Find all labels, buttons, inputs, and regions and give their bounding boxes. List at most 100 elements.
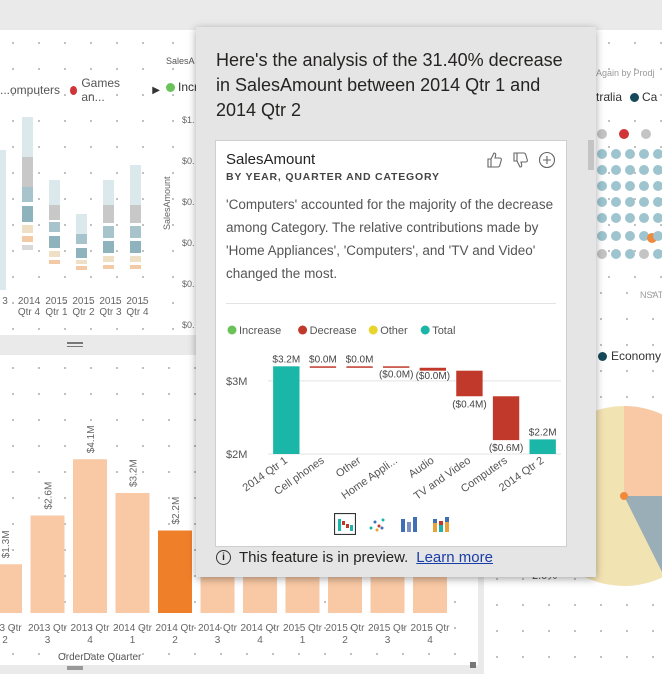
x-tick: 2015 Qtr 2 bbox=[72, 296, 95, 318]
divider bbox=[226, 303, 556, 304]
legend-item-computers: ...omputers bbox=[0, 83, 61, 97]
data-label: $2.2M bbox=[529, 427, 557, 438]
legend-item: Ca bbox=[630, 90, 657, 104]
data-label: ($0.4M) bbox=[452, 399, 486, 410]
learn-more-link[interactable]: Learn more bbox=[416, 549, 493, 566]
y-tick-label: $2M bbox=[226, 449, 247, 461]
preview-notice: i This feature is in preview. Learn more bbox=[216, 549, 493, 566]
stacked-column bbox=[0, 150, 6, 290]
left-top-x-axis: 3 2014 Qtr 4 2015 Qtr 1 2015 Qtr 2 2015 Qtr … bbox=[0, 296, 160, 318]
data-label: $2.6M bbox=[44, 482, 55, 510]
waterfall-icon[interactable] bbox=[334, 513, 356, 535]
column-bar bbox=[158, 530, 192, 613]
mid-visual[interactable]: SalesA Incre $1. $0. $0. $0. $0. $0. Sal… bbox=[160, 30, 205, 335]
resize-handle[interactable] bbox=[67, 340, 83, 350]
column-bar bbox=[30, 515, 65, 613]
data-label: ($0.6M) bbox=[489, 443, 523, 454]
left-top-legend: ...omputers Games an... ▶ bbox=[0, 76, 160, 104]
scatter-icon[interactable] bbox=[366, 513, 388, 535]
data-label: $4.1M bbox=[86, 425, 97, 453]
data-label: ($0.0M) bbox=[379, 369, 413, 380]
legend-dot-icon bbox=[166, 82, 175, 92]
data-label: $3.2M bbox=[272, 354, 300, 365]
waterfall-bar bbox=[456, 370, 483, 397]
x-tick-label: 2013 Qtr bbox=[28, 623, 68, 634]
waterfall-bar bbox=[273, 366, 300, 454]
analysis-heading: Here's the analysis of the 31.40% decrea… bbox=[216, 50, 563, 120]
legend-label: Other bbox=[380, 325, 408, 337]
waterfall-bar bbox=[529, 439, 556, 454]
left-top-visual[interactable]: ...omputers Games an... ▶ bbox=[0, 30, 160, 335]
x-tick-label: Audio bbox=[407, 455, 437, 481]
legend-next-arrow-icon[interactable]: ▶ bbox=[152, 84, 160, 96]
x-tick-label: 2014 Qtr bbox=[113, 623, 153, 634]
legend-marker bbox=[368, 325, 378, 335]
add-icon[interactable] bbox=[538, 151, 556, 169]
data-label: ($0.0M) bbox=[416, 371, 450, 382]
stacked-column bbox=[103, 180, 114, 269]
x-tick-label: 2014 Qtr bbox=[198, 623, 238, 634]
x-tick-label: 2014 Qtr bbox=[156, 623, 196, 634]
x-tick-label: 2 bbox=[342, 635, 348, 646]
legend-label: Decrease bbox=[310, 325, 357, 337]
legend-marker bbox=[227, 325, 237, 335]
x-tick-label: 2015 Qtr bbox=[368, 623, 408, 634]
thumbs-up-icon[interactable] bbox=[486, 151, 504, 169]
legend-item-games: Games an... bbox=[70, 76, 134, 104]
legend-label: Total bbox=[432, 325, 455, 337]
x-tick-label: 2015 Qtr bbox=[283, 623, 323, 634]
stacked-column-icon[interactable] bbox=[430, 513, 452, 535]
x-tick-label: 3 bbox=[215, 635, 221, 646]
left-top-stacked-chart bbox=[0, 117, 141, 290]
data-label: $3.2M bbox=[129, 459, 140, 487]
x-tick-label: 2 bbox=[2, 635, 8, 646]
waterfall-chart: Increase Decrease Other Total$3M$2M$3.2M201… bbox=[226, 325, 561, 503]
mid-y-ticks: $1. $0. $0. $0. $0. $0. bbox=[182, 115, 195, 330]
y-tick-label: $3M bbox=[226, 376, 247, 388]
x-tick-label: 013 Qtr bbox=[0, 623, 22, 634]
preview-text: This feature is in preview. bbox=[239, 549, 409, 566]
analysis-card: SalesAmount BY YEAR, QUARTER AND CATEGOR… bbox=[215, 140, 567, 547]
waterfall-bar bbox=[492, 396, 520, 441]
mid-visual-title: SalesA bbox=[166, 56, 195, 66]
column-icon[interactable] bbox=[398, 513, 420, 535]
resize-handle-corner[interactable] bbox=[470, 662, 476, 668]
x-tick-label: 2013 Qtr bbox=[71, 623, 111, 634]
x-tick: 2015 Qtr 3 bbox=[99, 296, 122, 318]
x-tick-label: 4 bbox=[257, 635, 263, 646]
mid-y-label: SalesAmount bbox=[162, 176, 172, 230]
waterfall-bar bbox=[346, 366, 373, 368]
x-tick-label: 4 bbox=[87, 635, 93, 646]
x-tick: 3 bbox=[2, 296, 8, 307]
x-tick-label: 3 bbox=[45, 635, 51, 646]
right-top-visual[interactable]: Again by Prodj tralia Ca bbox=[596, 30, 662, 280]
viz-type-switcher bbox=[334, 513, 452, 535]
stacked-column bbox=[76, 214, 87, 270]
x-tick-label: 3 bbox=[385, 635, 391, 646]
stacked-column bbox=[130, 165, 141, 269]
right-top-scatter bbox=[597, 129, 662, 259]
legend-dot-icon bbox=[70, 85, 78, 95]
x-tick-label: 2015 Qtr bbox=[411, 623, 451, 634]
column-bar bbox=[73, 459, 107, 613]
waterfall-bar bbox=[309, 366, 337, 368]
resize-handle[interactable] bbox=[67, 666, 83, 670]
card-description: 'Computers' accounted for the majority o… bbox=[226, 197, 554, 281]
right-top-title: Again by Prodj bbox=[596, 68, 655, 78]
right-top-legend: tralia Ca bbox=[596, 90, 657, 104]
scrollbar-thumb[interactable] bbox=[588, 140, 594, 170]
legend-marker bbox=[298, 325, 308, 335]
waterfall-bar bbox=[383, 366, 410, 368]
data-label: $2.2M bbox=[171, 497, 182, 525]
column-bar bbox=[0, 564, 22, 613]
x-tick-label: 2015 Qtr bbox=[326, 623, 366, 634]
legend-dot-icon bbox=[598, 351, 607, 361]
x-tick-label: 2 bbox=[172, 635, 178, 646]
data-label: $1.3M bbox=[1, 530, 12, 558]
card-title: SalesAmount bbox=[226, 151, 316, 168]
data-label: $0.0M bbox=[309, 354, 337, 365]
x-tick-label: 1 bbox=[130, 635, 136, 646]
legend-label: Increase bbox=[239, 325, 281, 337]
x-tick-label: 4 bbox=[427, 635, 433, 646]
thumbs-down-icon[interactable] bbox=[512, 151, 530, 169]
